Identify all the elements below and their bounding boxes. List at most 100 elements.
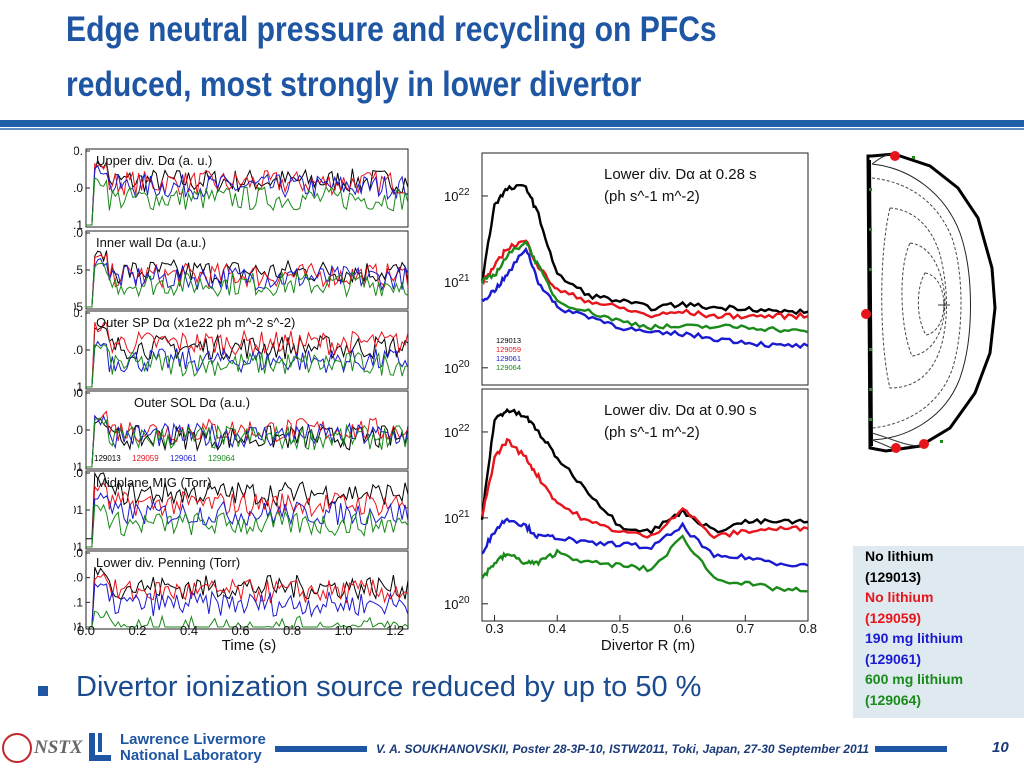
y-tick-label: 0.01: [74, 460, 83, 474]
y-tick-label: 5.0: [74, 226, 83, 240]
y-tick-label: 0.05: [74, 300, 83, 314]
nstx-logo-text: NSTX: [34, 737, 83, 758]
series-line-129061: [86, 258, 409, 308]
tile-markers: [869, 156, 943, 443]
panel-title: Midplane MIG (Torr): [96, 475, 212, 490]
profile-panel-frame: [481, 388, 809, 622]
x-tick-label: 0.2: [128, 623, 146, 638]
y-tick-exponent: 21: [458, 273, 470, 284]
llnl-line-1: Lawrence Livermore: [120, 731, 266, 748]
bullet-text: Divertor ionization source reduced by up…: [76, 671, 702, 703]
inline-legend-label: 129059: [132, 454, 159, 463]
legend-entry-shot: (129061): [865, 650, 922, 667]
y-tick-label: 1020: [444, 595, 470, 612]
legend-entry-shot: (129013): [865, 568, 922, 585]
series-line-129064: [86, 610, 409, 629]
series-line-129059: [86, 322, 409, 388]
profile-line-129061: [481, 517, 809, 568]
flux-surface: [901, 242, 946, 357]
x-tick-label: 0.8: [799, 621, 817, 636]
series-line-129059: [86, 482, 408, 548]
y-tick-label: 0.1: [74, 218, 83, 232]
panel-title: Upper div. Dα (a. u.): [96, 153, 212, 168]
series-line-129064: [86, 343, 409, 388]
y-tick-exponent: 20: [458, 359, 470, 370]
series-line-129013: [86, 326, 409, 388]
footer-divider: [875, 746, 947, 752]
series-line-129064: [86, 417, 409, 468]
x-tick-label: 0.7: [736, 621, 754, 636]
inline-legend-label: 129059: [496, 345, 521, 354]
profile-line-129013: [480, 407, 809, 535]
legend-entry-shot: (129064): [865, 691, 922, 708]
llnl-line-2: National Laboratory: [120, 747, 262, 764]
y-tick-exponent: 21: [458, 509, 470, 520]
magnetic-axis-marker: [938, 299, 950, 311]
y-tick-label: 10.: [74, 306, 83, 320]
y-tick-label: 0.1: [74, 595, 83, 609]
x-tick-label: 0.4: [180, 623, 198, 638]
y-tick-label: 1022: [444, 423, 470, 440]
llnl-logo-icon: [89, 733, 111, 761]
y-tick-exponent: 22: [458, 187, 470, 198]
y-tick-label: 0.5: [74, 263, 83, 277]
llnl-logo-text: Lawrence Livermore National Laboratory: [120, 732, 266, 764]
flux-surface: [881, 207, 947, 389]
profile-line-129064: [480, 534, 809, 593]
y-tick-label: 1021: [444, 273, 470, 290]
bullet-square-icon: [38, 686, 48, 696]
title-divider-thin: [0, 128, 1024, 130]
divertor-profile-chart: 1022 1021 1020 Lower div. Dα at 0.28 s (ph s…: [444, 152, 817, 654]
x-tick-label: 0.0: [77, 623, 95, 638]
y-tick-label: 1020: [444, 359, 470, 376]
x-tick-label: 0.8: [283, 623, 301, 638]
series-line-129064: [86, 503, 409, 548]
time-trace-chart: 10. 1.0 0.1 Upper div. Dα (a. u.) 5.0 0.5 0.05…: [74, 145, 409, 654]
x-tick-label: 1.2: [386, 623, 404, 638]
y-tick-label: 0.01: [74, 503, 83, 517]
y-tick-exponent: 20: [458, 595, 470, 606]
y-tick-label: 1022: [444, 187, 470, 204]
panel-title: Lower div. Penning (Torr): [96, 555, 240, 570]
probe-marker: [891, 443, 901, 453]
panel-title: Outer SOL Dα (a.u.): [134, 395, 250, 410]
legend-entry-label: No lithium: [865, 589, 934, 605]
profile-panel-frame: [481, 152, 809, 386]
y-tick-label: 0.1: [74, 380, 83, 394]
probe-marker: [919, 439, 929, 449]
x-tick-label: 0.4: [548, 621, 566, 636]
page-number: 10: [992, 739, 1009, 756]
profile-panel-units: (ph s^-1 m^-2): [604, 188, 700, 205]
shot-legend: No lithium (129013) No lithium (129059) …: [853, 546, 1024, 718]
series-line-129059: [86, 160, 409, 226]
legend-entry-label: No lithium: [865, 548, 934, 564]
inline-legend-label: 129061: [170, 454, 197, 463]
profile-line-129059: [480, 437, 809, 540]
flux-surface: [917, 272, 945, 336]
title-divider: [0, 120, 1024, 127]
vessel-cross-section: [861, 151, 997, 453]
flux-surface: [871, 177, 962, 429]
legend-entry-shot: (129059): [865, 609, 922, 626]
x-axis-label: Time (s): [222, 637, 276, 654]
series-line-129061: [86, 582, 409, 628]
title-line-2: reduced, most strongly in lower divertor: [66, 65, 642, 104]
y-tick-label: 10.0: [74, 546, 83, 560]
legend-entry-label: 190 mg lithium: [865, 630, 964, 646]
y-tick-label: 1021: [444, 509, 470, 526]
inline-legend-label: 129013: [496, 336, 521, 345]
divertor-legs: [871, 153, 921, 451]
y-tick-label: 0.10: [74, 466, 83, 480]
x-tick-label: 0.6: [232, 623, 250, 638]
y-tick-label: 0.01: [74, 620, 83, 634]
x-axis-label-divertor: Divertor R (m): [601, 637, 695, 654]
inline-legend-label: 129064: [208, 454, 235, 463]
series-line-129064: [86, 176, 409, 226]
flux-surface: [871, 163, 971, 441]
footer-citation: V. A. SOUKHANOVSKII, Poster 28-3P-10, IS…: [376, 742, 870, 756]
profile-line-129059: [480, 239, 809, 321]
trace-panel-frame: [85, 550, 409, 630]
profile-panel-title: Lower div. Dα at 0.90 s: [604, 402, 757, 419]
x-tick-label: 0.5: [611, 621, 629, 636]
profile-line-129013: [480, 184, 809, 316]
